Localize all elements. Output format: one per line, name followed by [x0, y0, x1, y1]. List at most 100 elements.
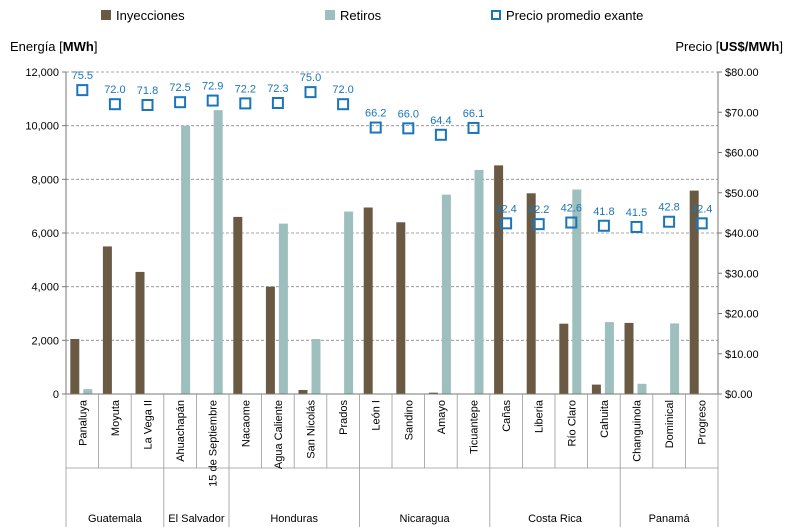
- price-label-17: 41.5: [626, 207, 647, 219]
- category-axis: Panaluya Moyuta La Vega II Ahuachapán 15 de …: [65, 394, 719, 527]
- category-label-17: Changuinola: [632, 399, 644, 462]
- bar-retiros-0: [83, 389, 93, 394]
- price-label-14: 42.2: [528, 204, 549, 216]
- price-label-1: 72.0: [104, 84, 125, 96]
- bar-inyecciones-5: [233, 216, 243, 394]
- right-axis: $0.00 $10.00 $20.00 $30.00 $40.00 $50.00 $60.0…: [718, 67, 759, 401]
- left-tick-label-4: 8,000: [31, 174, 59, 186]
- price-marker-15: [565, 216, 578, 229]
- bar-inyecciones-15: [559, 323, 569, 394]
- price-label-13: 42.4: [495, 203, 516, 215]
- group-label-1: El Salvador: [168, 513, 225, 525]
- category-label-12: Ticuantepe: [469, 400, 481, 454]
- category-label-2: La Vega II: [143, 400, 155, 450]
- bar-retiros-3: [181, 125, 191, 395]
- group-label-5: Panamá: [649, 513, 691, 525]
- price-label-4: 72.9: [202, 81, 223, 93]
- price-label-6: 72.3: [267, 83, 288, 95]
- price-marker-12: [467, 121, 480, 134]
- bar-inyecciones-17: [624, 322, 634, 394]
- price-label-11: 64.4: [430, 115, 451, 127]
- price-label-15: 42.6: [561, 203, 582, 215]
- category-label-8: Prados: [338, 400, 350, 435]
- right-tick-label-3: $30.00: [725, 268, 759, 280]
- category-label-5: Nacaome: [240, 400, 252, 447]
- right-tick-label-0: $0.00: [725, 389, 753, 401]
- bar-inyecciones-1: [102, 246, 112, 394]
- price-marker-2: [141, 99, 154, 112]
- left-tick-label-2: 4,000: [31, 282, 59, 294]
- price-label-10: 66.0: [398, 108, 419, 120]
- price-marker-16: [597, 219, 610, 232]
- category-label-3: Ahuachapán: [175, 400, 187, 462]
- bar-inyecciones-16: [591, 384, 601, 394]
- bar-retiros-12: [474, 169, 484, 394]
- group-label-0: Guatemala: [88, 513, 143, 525]
- price-marker-14: [532, 218, 545, 231]
- bar-retiros-4: [213, 110, 223, 394]
- legend-label-2: Precio promedio exante: [506, 8, 643, 23]
- right-tick-label-5: $50.00: [725, 188, 759, 200]
- price-label-16: 41.8: [593, 206, 614, 218]
- left-tick-label-5: 10,000: [25, 121, 59, 133]
- price-label-19: 42.4: [691, 203, 712, 215]
- right-axis-title: Precio [US$/MWh]: [675, 39, 783, 54]
- price-marker-13: [500, 217, 513, 230]
- price-marker-1: [108, 98, 121, 111]
- bar-inyecciones-10: [396, 222, 406, 394]
- category-label-18: Dominical: [664, 400, 676, 448]
- category-label-13: Cañas: [501, 400, 513, 432]
- bar-inyecciones-7: [298, 389, 308, 394]
- bar-retiros-18: [670, 323, 680, 394]
- left-axis-title: Energía [MWh]: [10, 39, 97, 54]
- category-label-0: Panaluya: [77, 399, 89, 446]
- left-axis: 0 2,000 4,000 6,000 8,000 10,000 12,000: [25, 67, 66, 401]
- category-label-1: Moyuta: [110, 399, 122, 436]
- category-label-11: Amayo: [436, 400, 448, 434]
- bar-inyecciones-6: [265, 286, 275, 394]
- category-label-10: Sandino: [403, 400, 415, 440]
- price-label-5: 72.2: [235, 83, 256, 95]
- bar-retiros-15: [572, 189, 582, 394]
- legend-marker-0: [101, 10, 111, 20]
- category-label-14: Liberia: [534, 399, 546, 433]
- bar-inyecciones-0: [70, 338, 80, 394]
- left-tick-label-6: 12,000: [25, 67, 59, 79]
- bar-retiros-11: [441, 194, 451, 394]
- price-marker-7: [304, 86, 317, 99]
- price-label-8: 72.0: [332, 84, 353, 96]
- price-label-18: 42.8: [658, 202, 679, 214]
- price-marker-9: [369, 121, 382, 134]
- price-label-3: 72.5: [169, 82, 190, 94]
- legend-label-1: Retiros: [340, 8, 382, 23]
- group-label-2: Honduras: [270, 513, 318, 525]
- right-tick-label-8: $80.00: [725, 67, 759, 79]
- left-tick-label-0: 0: [53, 389, 59, 401]
- right-tick-label-2: $20.00: [725, 309, 759, 321]
- bar-retiros-8: [344, 211, 354, 394]
- bar-inyecciones-14: [526, 193, 536, 394]
- category-label-9: León I: [371, 400, 383, 431]
- right-tick-label-4: $40.00: [725, 228, 759, 240]
- price-marker-17: [630, 220, 643, 233]
- bars: [70, 110, 699, 395]
- price-label-7: 75.0: [300, 72, 321, 84]
- price-markers: 75.5 72.0 71.8 72.5 72.9 72.2 72.3 75.0 72.0 66.2…: [72, 70, 712, 233]
- price-marker-6: [271, 96, 284, 109]
- gridlines: [66, 71, 718, 341]
- category-label-6: Agua Caliente: [273, 400, 285, 469]
- price-marker-3: [174, 96, 187, 109]
- right-tick-label-6: $60.00: [725, 148, 759, 160]
- bar-retiros-16: [604, 322, 614, 394]
- bar-inyecciones-2: [135, 271, 145, 394]
- left-tick-label-1: 2,000: [31, 335, 59, 347]
- legend-marker-2: [491, 10, 501, 20]
- category-label-7: San Nicolás: [306, 400, 318, 459]
- price-label-0: 75.5: [72, 70, 93, 82]
- price-marker-10: [402, 122, 415, 135]
- price-label-12: 66.1: [463, 108, 484, 120]
- bar-inyecciones-9: [363, 207, 373, 394]
- price-marker-4: [206, 94, 219, 107]
- group-label-4: Costa Rica: [528, 513, 583, 525]
